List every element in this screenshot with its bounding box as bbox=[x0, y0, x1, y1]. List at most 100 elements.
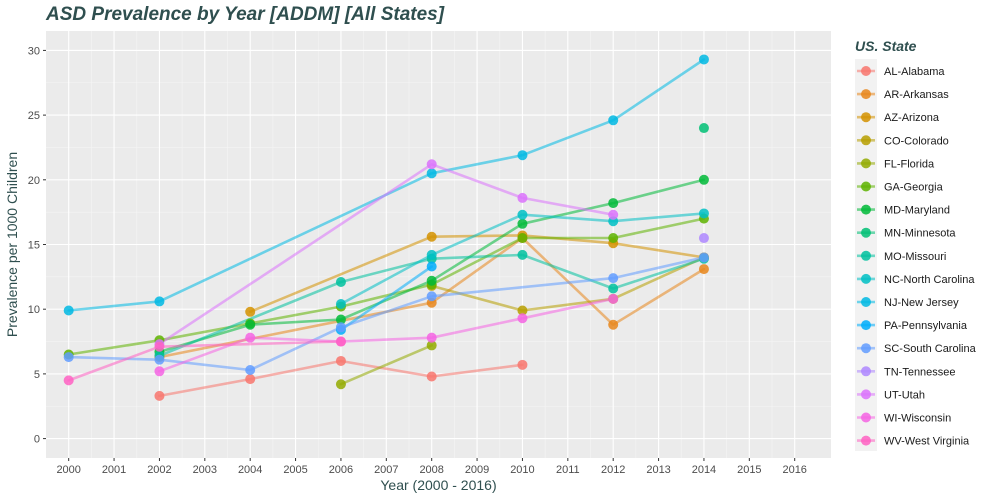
series-line-fl-florida bbox=[339, 344, 434, 386]
legend-item-pa-pennsylvania: PA-Pennsylvania bbox=[857, 320, 968, 332]
data-point-wi-wisconsin bbox=[426, 332, 437, 343]
x-tick-label: 2002 bbox=[147, 464, 171, 476]
legend-item-co-colorado: CO-Colorado bbox=[857, 135, 949, 147]
series-line-pa-pennsylvania bbox=[339, 265, 434, 332]
legend-item-md-maryland: MD-Maryland bbox=[857, 204, 950, 217]
series-line-ga-georgia bbox=[67, 217, 706, 356]
y-tick-label: 25 bbox=[28, 110, 40, 122]
data-point-nc-north-carolina bbox=[426, 249, 437, 260]
data-point-sc-south-carolina bbox=[698, 252, 709, 263]
data-point-nc-north-carolina bbox=[335, 299, 346, 310]
data-point-al-alabama bbox=[154, 390, 165, 401]
data-point-nj-new-jersey bbox=[426, 168, 437, 179]
data-point-sc-south-carolina bbox=[335, 322, 346, 333]
legend-key-point bbox=[861, 181, 871, 192]
legend-key-point bbox=[861, 366, 871, 377]
x-tick-label: 2010 bbox=[510, 464, 534, 476]
legend-label: MD-Maryland bbox=[884, 205, 950, 217]
x-tick-label: 2006 bbox=[329, 464, 353, 476]
x-tick-label: 2015 bbox=[737, 464, 761, 476]
data-point-wi-wisconsin bbox=[154, 366, 165, 377]
legend-label: AZ-Arizona bbox=[884, 112, 940, 124]
data-point-md-maryland bbox=[335, 314, 346, 325]
data-point-sc-south-carolina bbox=[426, 291, 437, 302]
legend-label: AL-Alabama bbox=[884, 66, 945, 78]
x-tick-label: 2007 bbox=[374, 464, 398, 476]
legend-label: PA-Pennsylvania bbox=[884, 320, 968, 332]
legend-label: UT-Utah bbox=[884, 389, 925, 401]
series-line-ut-utah bbox=[158, 163, 615, 346]
x-tick-label: 2003 bbox=[193, 464, 217, 476]
data-point-ga-georgia bbox=[517, 233, 528, 244]
legend-title: US. State bbox=[855, 38, 917, 54]
legend-item-wi-wisconsin: WI-Wisconsin bbox=[857, 412, 951, 425]
x-tick-label: 2001 bbox=[102, 464, 126, 476]
data-point-al-alabama bbox=[335, 355, 346, 366]
y-tick-label: 10 bbox=[28, 304, 40, 316]
legend-item-ut-utah: UT-Utah bbox=[857, 389, 925, 401]
x-tick-label: 2004 bbox=[238, 464, 262, 476]
data-point-wv-west-virginia bbox=[335, 336, 346, 347]
y-tick-label: 20 bbox=[28, 175, 40, 187]
series-line-mo-missouri bbox=[158, 253, 706, 358]
x-tick-label: 2014 bbox=[692, 464, 716, 476]
y-tick-label: 0 bbox=[34, 434, 40, 446]
data-point-ar-arkansas bbox=[698, 264, 709, 275]
legend-label: MN-Minnesota bbox=[884, 228, 956, 240]
data-point-fl-florida bbox=[335, 379, 346, 390]
x-tick-label: 2000 bbox=[56, 464, 80, 476]
data-point-mo-missouri bbox=[608, 283, 619, 294]
data-point-al-alabama bbox=[426, 371, 437, 382]
legend-item-mo-missouri: MO-Missouri bbox=[857, 251, 946, 263]
data-point-md-maryland bbox=[426, 275, 437, 286]
y-tick-label: 15 bbox=[28, 240, 40, 252]
series-points bbox=[63, 54, 709, 401]
legend-label: FL-Florida bbox=[884, 158, 935, 170]
y-axis-ticks: 0 5 10 15 20 25 30 bbox=[28, 45, 46, 446]
x-tick-label: 2011 bbox=[556, 464, 580, 476]
data-point-pa-pennsylvania bbox=[426, 261, 437, 272]
legend-item-ar-arkansas: AR-Arkansas bbox=[857, 89, 949, 101]
data-point-mn-minnesota bbox=[698, 123, 709, 134]
legend-key-point bbox=[861, 297, 871, 307]
data-point-nc-north-carolina bbox=[517, 209, 528, 220]
legend-key-point bbox=[861, 89, 871, 100]
legend-label: NC-North Carolina bbox=[884, 274, 975, 286]
legend-label: WI-Wisconsin bbox=[884, 413, 951, 425]
data-point-tn-tennessee bbox=[698, 233, 709, 244]
data-point-nj-new-jersey bbox=[608, 115, 619, 126]
legend-key-point bbox=[861, 435, 871, 446]
legend-label: GA-Georgia bbox=[884, 182, 944, 194]
legend-item-wv-west-virginia: WV-West Virginia bbox=[857, 435, 970, 448]
data-point-wi-wisconsin bbox=[517, 313, 528, 324]
series-line-co-colorado bbox=[430, 256, 706, 312]
data-point-nj-new-jersey bbox=[63, 305, 74, 316]
data-point-md-maryland bbox=[245, 319, 256, 330]
legend-label: TN-Tennessee bbox=[884, 366, 956, 378]
data-point-sc-south-carolina bbox=[608, 273, 619, 284]
legend-label: AR-Arkansas bbox=[884, 89, 949, 101]
y-tick-label: 30 bbox=[28, 45, 40, 57]
data-point-wv-west-virginia bbox=[154, 341, 165, 352]
data-point-mo-missouri bbox=[517, 249, 528, 260]
legend-key-point bbox=[861, 66, 871, 76]
data-point-ut-utah bbox=[608, 209, 619, 220]
x-tick-label: 2005 bbox=[283, 464, 307, 476]
data-point-al-alabama bbox=[517, 359, 528, 370]
data-point-wv-west-virginia bbox=[63, 375, 74, 386]
x-axis-title: Year (2000 - 2016) bbox=[380, 477, 496, 493]
legend-label: CO-Colorado bbox=[884, 135, 949, 147]
legend: US. State AL-Alabama AR-Arkansas AZ-Arizon… bbox=[855, 38, 977, 451]
data-point-nj-new-jersey bbox=[698, 54, 709, 65]
x-tick-label: 2013 bbox=[646, 464, 670, 476]
legend-key-point bbox=[861, 227, 871, 238]
data-point-md-maryland bbox=[517, 218, 528, 229]
legend-key-point bbox=[861, 273, 871, 284]
data-point-md-maryland bbox=[608, 198, 619, 209]
data-point-al-alabama bbox=[245, 374, 256, 385]
legend-label: MO-Missouri bbox=[884, 251, 946, 263]
data-point-mo-missouri bbox=[335, 277, 346, 288]
legend-key-point bbox=[861, 250, 871, 261]
data-point-sc-south-carolina bbox=[154, 354, 165, 365]
legend-key-point bbox=[861, 112, 871, 123]
